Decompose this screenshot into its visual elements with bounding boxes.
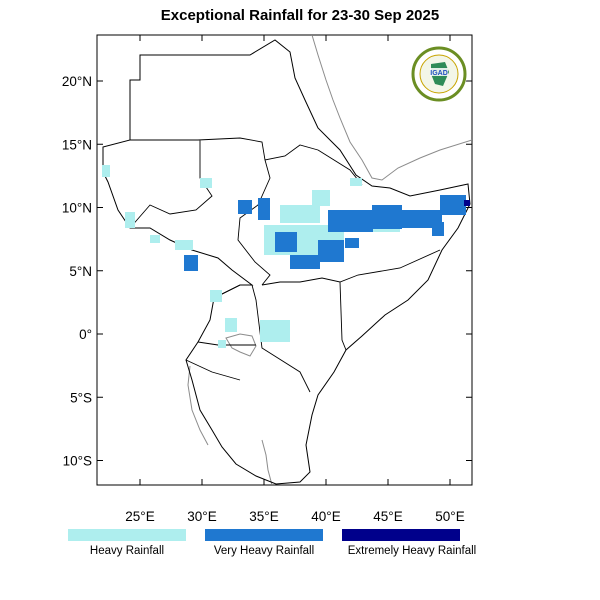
legend-label-extremely-heavy: Extremely Heavy Rainfall — [347, 545, 477, 557]
lat-label: 15°N — [62, 137, 92, 152]
extremely-heavy-rainfall-cells — [464, 200, 470, 206]
map-frame — [96, 34, 473, 486]
lat-label: 0° — [79, 327, 92, 342]
axis-ticks — [97, 35, 472, 485]
legend-swatch-very-heavy — [205, 529, 323, 541]
lon-label: 50°E — [435, 509, 464, 524]
legend-label-heavy: Heavy Rainfall — [89, 545, 165, 557]
legend-swatch-extremely-heavy — [342, 529, 460, 541]
very-heavy-rainfall-cells — [184, 195, 466, 271]
logo-text: IGAD — [430, 70, 448, 77]
igad-logo-icon: IGAD — [411, 46, 467, 102]
legend-swatch-heavy — [68, 529, 186, 541]
lat-label: 10°N — [62, 201, 92, 216]
lake-victoria — [225, 333, 257, 357]
lon-label: 30°E — [187, 509, 216, 524]
lake-malawi — [261, 439, 273, 485]
lat-label: 10°S — [63, 454, 92, 469]
axis-labels: 20°N 15°N 10°N 5°N 0° 5°S 10°S 25°E 30°E 35°E 40°E… — [62, 74, 465, 524]
lon-label: 25°E — [125, 509, 154, 524]
region-outline — [102, 39, 471, 485]
arabian-coast — [311, 35, 472, 181]
lat-label: 20°N — [62, 74, 92, 89]
lon-label: 40°E — [311, 509, 340, 524]
legend-label-very-heavy: Very Heavy Rainfall — [213, 545, 315, 557]
lon-label: 35°E — [249, 509, 278, 524]
map-title: Exceptional Rainfall for 23-30 Sep 2025 — [160, 7, 440, 24]
lake-tanganyika — [187, 365, 209, 446]
lat-label: 5°S — [70, 390, 92, 405]
lon-label: 45°E — [373, 509, 402, 524]
lat-label: 5°N — [69, 264, 92, 279]
